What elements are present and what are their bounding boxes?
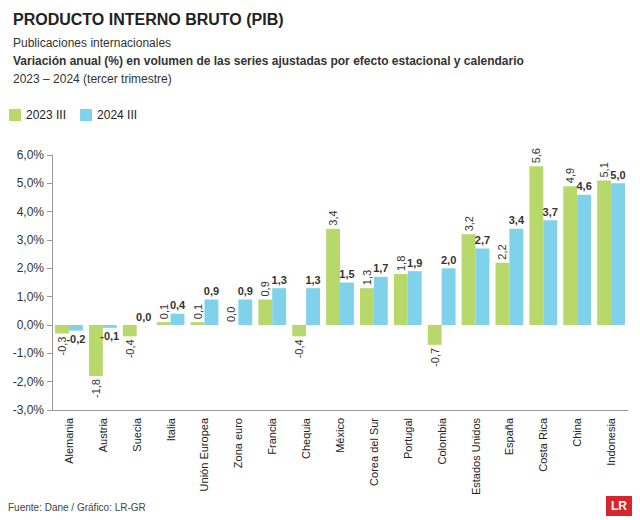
svg-text:2023 III: 2023 III (26, 108, 66, 122)
svg-text:0,0%: 0,0% (17, 318, 45, 332)
svg-text:Costa Rica: Costa Rica (537, 417, 549, 472)
svg-text:Fuente: Dane / Gráfico: LR-GR: Fuente: Dane / Gráfico: LR-GR (8, 502, 146, 513)
svg-text:-3,0%: -3,0% (13, 403, 45, 417)
svg-text:3,4: 3,4 (509, 214, 525, 226)
svg-text:0,4: 0,4 (170, 299, 186, 311)
svg-text:Publicaciones internacionales: Publicaciones internacionales (13, 36, 171, 50)
svg-text:1,9: 1,9 (407, 257, 422, 269)
svg-text:4,0%: 4,0% (17, 205, 45, 219)
svg-text:6,0%: 6,0% (17, 148, 45, 162)
svg-text:1,8: 1,8 (395, 256, 407, 271)
svg-text:-1,8: -1,8 (90, 379, 102, 398)
svg-text:Indonesia: Indonesia (605, 417, 617, 466)
svg-text:0,9: 0,9 (259, 281, 271, 296)
svg-text:-0,1: -0,1 (100, 330, 119, 342)
svg-text:LR: LR (611, 499, 627, 513)
svg-text:Francia: Francia (266, 417, 278, 455)
svg-text:5,0: 5,0 (610, 169, 625, 181)
svg-text:Chequia: Chequia (300, 417, 312, 459)
svg-text:España: España (503, 417, 515, 455)
svg-text:Alemania: Alemania (63, 417, 75, 464)
svg-text:0,9: 0,9 (204, 285, 219, 297)
svg-text:Austria: Austria (97, 417, 109, 452)
svg-text:PRODUCTO INTERNO BRUTO (PIB): PRODUCTO INTERNO BRUTO (PIB) (13, 11, 284, 28)
svg-text:1,3: 1,3 (305, 274, 320, 286)
svg-text:1,3: 1,3 (272, 274, 287, 286)
svg-text:2023 – 2024 (tercer trimestre): 2023 – 2024 (tercer trimestre) (13, 72, 172, 86)
svg-text:2,0: 2,0 (441, 254, 456, 266)
svg-text:1,5: 1,5 (339, 268, 354, 280)
svg-text:Zona euro: Zona euro (232, 418, 244, 468)
svg-text:3,7: 3,7 (543, 206, 558, 218)
svg-text:Estados Unidos: Estados Unidos (470, 418, 482, 496)
svg-text:0,0: 0,0 (225, 307, 237, 322)
svg-text:2024 III: 2024 III (97, 108, 137, 122)
svg-text:Unión Europea: Unión Europea (198, 417, 210, 491)
svg-text:3,0%: 3,0% (17, 233, 45, 247)
svg-text:-2,0%: -2,0% (13, 375, 45, 389)
svg-text:4,6: 4,6 (576, 180, 591, 192)
svg-text:3,2: 3,2 (463, 216, 475, 231)
svg-text:-0,7: -0,7 (429, 348, 441, 367)
svg-text:Portugal: Portugal (402, 418, 414, 459)
svg-text:-1,0%: -1,0% (13, 346, 45, 360)
svg-text:-0,2: -0,2 (66, 333, 85, 345)
svg-text:1,7: 1,7 (373, 262, 388, 274)
svg-text:0,1: 0,1 (158, 304, 170, 319)
svg-text:0,9: 0,9 (238, 285, 253, 297)
svg-text:Suecia: Suecia (131, 417, 143, 452)
svg-text:-0,3: -0,3 (56, 336, 68, 356)
svg-text:Italia: Italia (165, 417, 177, 441)
svg-text:2,2: 2,2 (496, 244, 508, 259)
svg-text:0,1: 0,1 (192, 304, 204, 319)
svg-text:-0,4: -0,4 (124, 339, 136, 358)
svg-text:1,3: 1,3 (361, 270, 373, 285)
svg-text:5,6: 5,6 (530, 148, 542, 163)
svg-text:Corea del Sur: Corea del Sur (368, 418, 380, 486)
svg-text:2,7: 2,7 (475, 234, 490, 246)
svg-text:4,9: 4,9 (564, 168, 576, 183)
svg-text:3,4: 3,4 (327, 210, 339, 225)
svg-text:5,1: 5,1 (598, 162, 610, 177)
svg-text:Colombia: Colombia (436, 417, 448, 464)
svg-text:5,0%: 5,0% (17, 176, 45, 190)
svg-text:China: China (571, 417, 583, 447)
svg-text:0,0: 0,0 (136, 311, 151, 323)
svg-text:1,0%: 1,0% (17, 290, 45, 304)
svg-text:México: México (334, 418, 346, 453)
svg-text:Variación anual (%) en volumen: Variación anual (%) en volumen de las se… (13, 54, 524, 68)
svg-text:-0,4: -0,4 (293, 339, 305, 358)
svg-text:2,0%: 2,0% (17, 261, 45, 275)
